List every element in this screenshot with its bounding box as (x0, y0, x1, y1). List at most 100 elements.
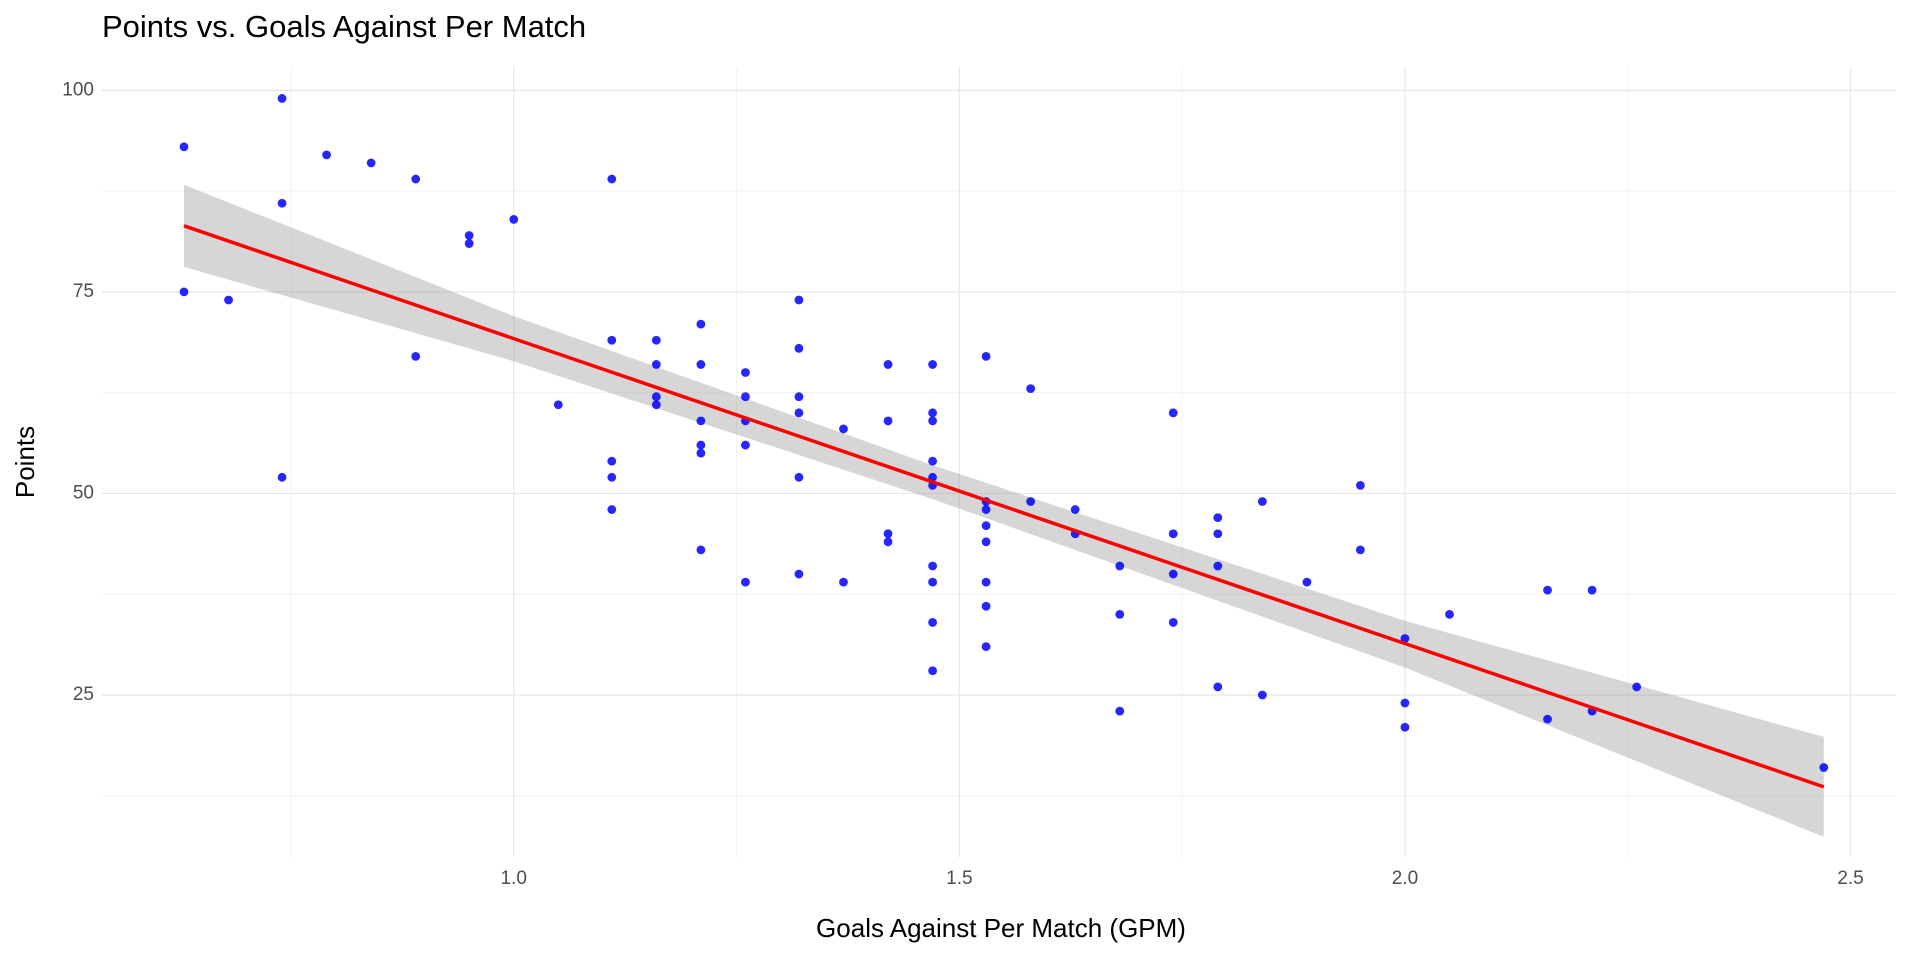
point (696, 360, 706, 369)
point (1213, 529, 1223, 539)
point (928, 618, 938, 627)
point (1302, 577, 1312, 587)
point (1355, 480, 1365, 490)
point (696, 545, 706, 555)
point (553, 400, 563, 410)
y-tick-label: 75 (73, 281, 94, 302)
point (981, 577, 991, 587)
point (277, 198, 287, 208)
point (607, 472, 617, 482)
point (1213, 682, 1223, 692)
point (1445, 609, 1454, 619)
y-tick-label: 50 (73, 482, 94, 503)
point (696, 319, 706, 329)
point (607, 456, 617, 466)
point (794, 392, 804, 402)
point (1168, 408, 1178, 418)
point (883, 529, 893, 539)
point (411, 351, 421, 361)
point (651, 400, 661, 410)
point (741, 577, 750, 587)
point (1213, 561, 1223, 571)
point (179, 287, 189, 297)
point (928, 360, 938, 369)
point (1257, 497, 1267, 506)
point (607, 335, 617, 345)
point (1543, 585, 1552, 595)
point (277, 472, 287, 482)
point (794, 569, 804, 579)
point (1400, 634, 1410, 643)
point (464, 231, 474, 240)
point (1819, 763, 1829, 772)
point (794, 343, 804, 353)
point (794, 295, 804, 305)
point (1213, 513, 1223, 523)
point (1543, 714, 1552, 724)
point (1257, 690, 1267, 700)
point (179, 142, 189, 152)
point (1355, 545, 1365, 555)
point (464, 239, 474, 248)
point (607, 505, 617, 514)
x-tick-label: 1.0 (501, 868, 527, 889)
chart-title: Points vs. Goals Against Per Match (102, 9, 586, 44)
point (1168, 569, 1178, 579)
point (1168, 529, 1178, 539)
point (696, 440, 706, 450)
point (1115, 609, 1125, 619)
x-tick-label: 1.5 (946, 868, 972, 889)
point (509, 214, 519, 224)
point (981, 505, 991, 514)
point (981, 521, 991, 531)
point (839, 424, 848, 434)
point (696, 416, 706, 426)
point (651, 392, 661, 402)
point (839, 577, 848, 587)
point (696, 448, 706, 458)
point (741, 392, 750, 402)
point (607, 174, 617, 184)
point (741, 368, 750, 377)
fit-line (183, 224, 1825, 789)
y-axis-label: Points (10, 426, 40, 498)
point (928, 666, 938, 676)
point (883, 416, 893, 426)
point (883, 360, 893, 369)
point (981, 537, 991, 547)
point (1026, 497, 1036, 506)
point (794, 408, 804, 418)
point (1400, 698, 1410, 708)
point (1632, 682, 1642, 692)
point (322, 150, 331, 160)
x-axis-label: Goals Against Per Match (GPM) (816, 913, 1186, 943)
point (928, 456, 938, 466)
point (981, 351, 991, 361)
point (981, 601, 991, 611)
y-tick-label: 25 (73, 684, 94, 705)
point (277, 94, 287, 103)
y-tick-label: 100 (62, 79, 94, 100)
point (1168, 618, 1178, 627)
x-tick-label: 2.5 (1837, 868, 1863, 889)
point (366, 158, 376, 168)
point (928, 408, 938, 418)
point (928, 577, 938, 587)
point (928, 561, 938, 571)
point (411, 174, 421, 184)
point (794, 472, 804, 482)
point (1400, 722, 1410, 732)
point (981, 642, 991, 652)
point (224, 295, 233, 305)
confidence-band (183, 184, 1824, 837)
point (1587, 585, 1597, 595)
point (1115, 706, 1125, 716)
point (928, 416, 938, 426)
point (883, 537, 893, 547)
point (1115, 561, 1125, 571)
point (651, 335, 661, 345)
x-tick-label: 2.0 (1392, 868, 1418, 889)
point (741, 440, 750, 450)
point (651, 360, 661, 369)
